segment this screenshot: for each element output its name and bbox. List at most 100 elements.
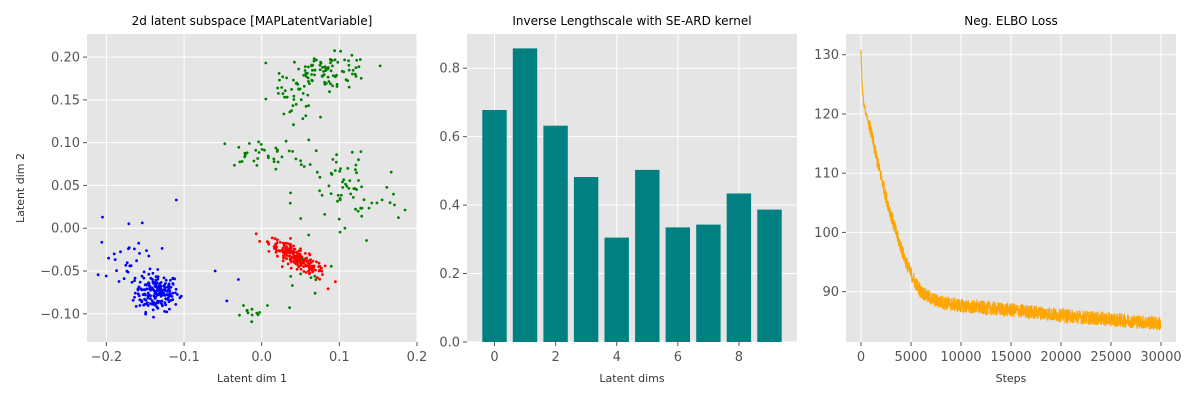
scatter-point: [147, 281, 151, 285]
scatter-point: [359, 76, 363, 80]
scatter-point: [280, 265, 284, 269]
scatter-point: [320, 193, 324, 197]
scatter-point: [267, 156, 270, 160]
scatter-point: [323, 65, 327, 69]
grid-lines: [846, 34, 1176, 342]
scatter-point: [308, 82, 311, 85]
scatter-point: [288, 251, 292, 255]
scatter-point: [278, 249, 282, 253]
scatter-point: [113, 258, 117, 261]
scatter-point: [331, 64, 334, 68]
scatter-point: [339, 49, 342, 53]
y-tick-label: 0.0: [439, 336, 460, 351]
scatter-point: [329, 69, 333, 73]
scatter-point: [293, 247, 297, 251]
scatter-point: [347, 187, 351, 190]
scatter-point: [257, 151, 261, 154]
scatter-point: [296, 261, 299, 264]
scatter-point: [303, 252, 307, 255]
scatter-point: [350, 53, 354, 57]
scatter-point: [266, 304, 269, 307]
scatter-point: [299, 264, 303, 267]
scatter-point: [267, 250, 271, 253]
scatter-point: [140, 300, 144, 304]
scatter-point: [100, 240, 104, 244]
scatter-point: [151, 271, 155, 275]
scatter-point: [131, 298, 135, 302]
scatter-point: [323, 264, 327, 268]
scatter-point: [354, 163, 358, 167]
scatter-point: [317, 265, 320, 268]
scatter-point: [345, 184, 349, 188]
scatter-point: [336, 193, 340, 197]
scatter-point: [356, 209, 360, 213]
scatter-point: [138, 280, 142, 284]
scatter-point: [347, 59, 350, 63]
x-tick-label: 4: [613, 350, 621, 365]
scatter-point: [276, 254, 279, 258]
scatter-point: [259, 143, 263, 146]
scatter-point: [306, 93, 310, 97]
scatter-point: [335, 153, 338, 157]
scatter-point: [96, 273, 100, 277]
y-tick-label: 0.15: [51, 93, 80, 108]
scatter-point: [156, 306, 160, 310]
scatter-point: [151, 308, 155, 312]
scatter-point: [153, 292, 157, 295]
scatter-point: [322, 70, 325, 73]
scatter-point: [283, 89, 287, 93]
scatter-point: [290, 88, 293, 91]
scatter-point: [237, 278, 240, 281]
scatter-point: [319, 61, 323, 65]
scatter-point: [393, 203, 396, 207]
scatter-point: [168, 289, 172, 292]
scatter-point: [155, 289, 159, 293]
loss-line-path: [860, 49, 1162, 331]
scatter-point: [152, 315, 155, 319]
scatter-point: [341, 180, 344, 184]
scatter-point: [291, 150, 294, 153]
x-tick-label: 0.2: [407, 350, 428, 365]
y-tick-label: 0.2: [439, 267, 460, 282]
scatter-point: [285, 76, 288, 80]
scatter-point: [314, 278, 318, 282]
scatter-point: [143, 302, 147, 306]
bar-dim-4: [604, 237, 629, 342]
scatter-point: [143, 297, 146, 301]
scatter-point: [248, 142, 251, 145]
scatter-point: [294, 102, 298, 106]
scatter-point: [339, 167, 342, 171]
loss-line: [860, 49, 1162, 331]
chart-title: Inverse Lengthscale with SE-ARD kernel: [512, 14, 751, 28]
scatter-point: [331, 84, 334, 88]
y-tick-label: 130: [814, 48, 839, 63]
scatter-point: [171, 276, 175, 280]
scatter-point: [302, 270, 306, 273]
scatter-point: [282, 244, 286, 248]
bar-dim-5: [635, 169, 660, 342]
scatter-point: [299, 163, 303, 167]
scatter-point: [284, 139, 288, 143]
scatter-point: [347, 68, 351, 72]
scatter-point: [342, 178, 346, 182]
scatter-point: [256, 157, 260, 160]
scatter-point: [174, 303, 178, 306]
scatter-point: [288, 201, 292, 205]
scatter-point: [254, 148, 258, 152]
scatter-point: [276, 238, 279, 242]
scatter-point: [297, 87, 300, 91]
scatter-point: [349, 192, 353, 196]
scatter-point: [167, 294, 171, 297]
scatter-point: [346, 79, 350, 83]
scatter-point: [274, 250, 278, 254]
scatter-point: [307, 138, 311, 142]
scatter-point: [160, 303, 164, 307]
scatter-point: [238, 313, 241, 317]
scatter-point: [357, 65, 361, 69]
x-tick-label: −0.1: [168, 350, 200, 365]
scatter-point: [307, 80, 310, 83]
scatter-point: [330, 172, 334, 176]
bar-dim-1: [512, 48, 538, 343]
scatter-point: [323, 213, 327, 216]
